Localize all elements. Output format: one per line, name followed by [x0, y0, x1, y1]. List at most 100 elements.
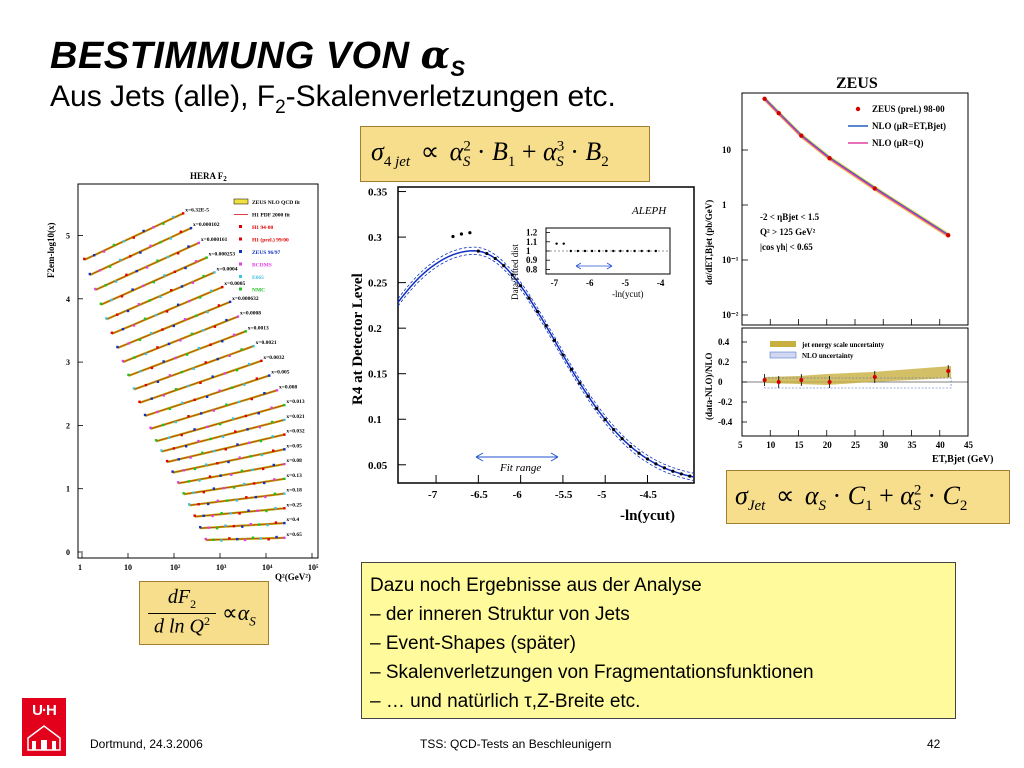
hera-data-point — [156, 346, 159, 349]
zeus-ytick-label: -0.2 — [718, 397, 733, 407]
hera-data-point — [138, 400, 141, 404]
hera-data-point — [204, 361, 207, 364]
zeus-title: ZEUS — [836, 75, 878, 92]
hera-data-point — [238, 512, 241, 515]
inset-point — [576, 249, 580, 253]
hera-data-point — [283, 536, 286, 540]
hera-x-bin-label: x=0.032 — [286, 429, 305, 435]
zeus-ytick-label: 0.2 — [718, 357, 730, 367]
hera-x-bin-label: x=0.005 — [271, 370, 290, 376]
hera-data-point — [131, 288, 134, 291]
hera-xlabel: Q²(GeV²) — [275, 572, 311, 582]
hera-data-point — [110, 331, 114, 334]
hera-data-point — [83, 257, 86, 261]
hera-legend-entry: ZEUS NLO QCD fit — [252, 200, 300, 206]
hera-data-point — [168, 407, 172, 411]
hera-data-point — [252, 482, 256, 485]
hera-data-point — [236, 537, 239, 541]
aleph-data-point — [459, 232, 464, 236]
hera-data-point — [210, 289, 213, 292]
hera-data-point — [174, 388, 178, 391]
hera-data-point — [266, 523, 269, 527]
zeus-xtick-label: 10 — [766, 440, 776, 450]
zeus-xtick-label: 30 — [879, 440, 889, 450]
hera-data-point — [161, 423, 165, 427]
hera-data-point — [187, 415, 190, 418]
aleph-data-point — [451, 234, 455, 239]
hera-data-point — [240, 348, 243, 351]
legend-swatch — [239, 287, 242, 291]
hera-data-point — [141, 284, 145, 288]
hera-data-point — [231, 417, 235, 420]
hera-data-point — [208, 475, 212, 478]
hera-data-point — [197, 502, 200, 506]
hera-x-bin-label: x=0.0032 — [263, 355, 284, 361]
hera-data-point — [225, 403, 228, 406]
aleph-data-point — [552, 338, 557, 342]
hera-legend-entry: ZEUS 96/97 — [252, 250, 281, 256]
aleph-ytick-label: 0.2 — [368, 323, 382, 335]
hera-data-point — [92, 254, 96, 257]
aleph-data-point — [527, 296, 531, 300]
hera-data-point — [115, 313, 119, 316]
hera-x-bin-label: x=0.0013 — [248, 325, 269, 331]
hera-data-point — [226, 499, 229, 502]
hera-data-point — [265, 509, 268, 513]
aleph-fit-curve — [397, 250, 695, 478]
hera-data-point — [270, 420, 274, 424]
uhh-logo: U·H — [22, 698, 66, 756]
hera-data-point — [163, 274, 166, 277]
hera-data-point — [193, 428, 196, 431]
aleph-data-point — [620, 436, 624, 441]
hera-data-point — [216, 499, 219, 503]
hera-data-point — [272, 463, 275, 467]
hera-data-point — [238, 456, 241, 459]
inset-point — [654, 249, 658, 253]
zeus-xtick-label: 15 — [795, 440, 805, 450]
slide-subtitle: Aus Jets (alle), F2-Skalenverletzungen e… — [50, 80, 616, 118]
inset-ytick-label: 1.2 — [526, 228, 538, 238]
hera-x-bin-label: x=0.4 — [286, 517, 299, 523]
aleph-data-point — [645, 457, 650, 461]
formula-jet: σJet ∝ αS · C1 + α2S · C2 — [726, 470, 1010, 524]
inset-xtick-label: -5 — [621, 278, 629, 288]
hera-x-bin-label: x=0.65 — [286, 532, 302, 538]
hera-data-point — [184, 266, 187, 270]
info-line: – Event-Shapes (später) — [370, 633, 576, 654]
hera-data-point — [212, 409, 215, 412]
aleph-xtick-label: -7 — [428, 489, 438, 501]
legend-swatch — [239, 275, 242, 278]
hera-data-point — [212, 538, 215, 541]
inset-point — [583, 249, 587, 253]
hera-data-point — [283, 477, 286, 481]
hera-legend-entry: NMC — [252, 288, 265, 294]
hera-data-point — [144, 352, 148, 356]
zeus-ytick-label: 10 — [722, 145, 732, 155]
hera-data-point — [183, 318, 187, 321]
hera-xtick-label: 10² — [170, 563, 181, 572]
info-line: – Skalenverletzungen von Fragmentationsf… — [370, 662, 814, 683]
inset-point — [619, 249, 622, 253]
hera-data-point — [263, 481, 266, 485]
hera-data-point — [202, 514, 205, 518]
aleph-xtick-label: -5 — [597, 489, 607, 501]
hera-data-point — [180, 433, 183, 437]
fit-range-label: Fit range — [499, 462, 541, 474]
hera-data-point — [121, 327, 125, 331]
hera-data-point — [202, 329, 205, 332]
hera-data-point — [249, 522, 252, 526]
legend-swatch — [239, 225, 242, 228]
footer-date: Dortmund, 24.3.2006 — [90, 737, 203, 751]
hera-data-point — [211, 514, 214, 518]
hera-data-point — [187, 480, 190, 483]
hera-x-bin-label: x=0.021 — [286, 414, 305, 420]
hera-data-point — [220, 511, 223, 515]
hera-data-point — [220, 539, 223, 542]
hera-data-point — [205, 395, 209, 398]
legend-swatch — [770, 341, 796, 347]
inset-ylabel: Data/Fitted dist — [510, 244, 520, 300]
hera-data-point — [135, 269, 138, 273]
hera-data-point — [104, 284, 107, 287]
zeus-legend-entry: ZEUS (prel.) 98-00 — [872, 104, 945, 114]
hera-data-point — [235, 369, 239, 372]
